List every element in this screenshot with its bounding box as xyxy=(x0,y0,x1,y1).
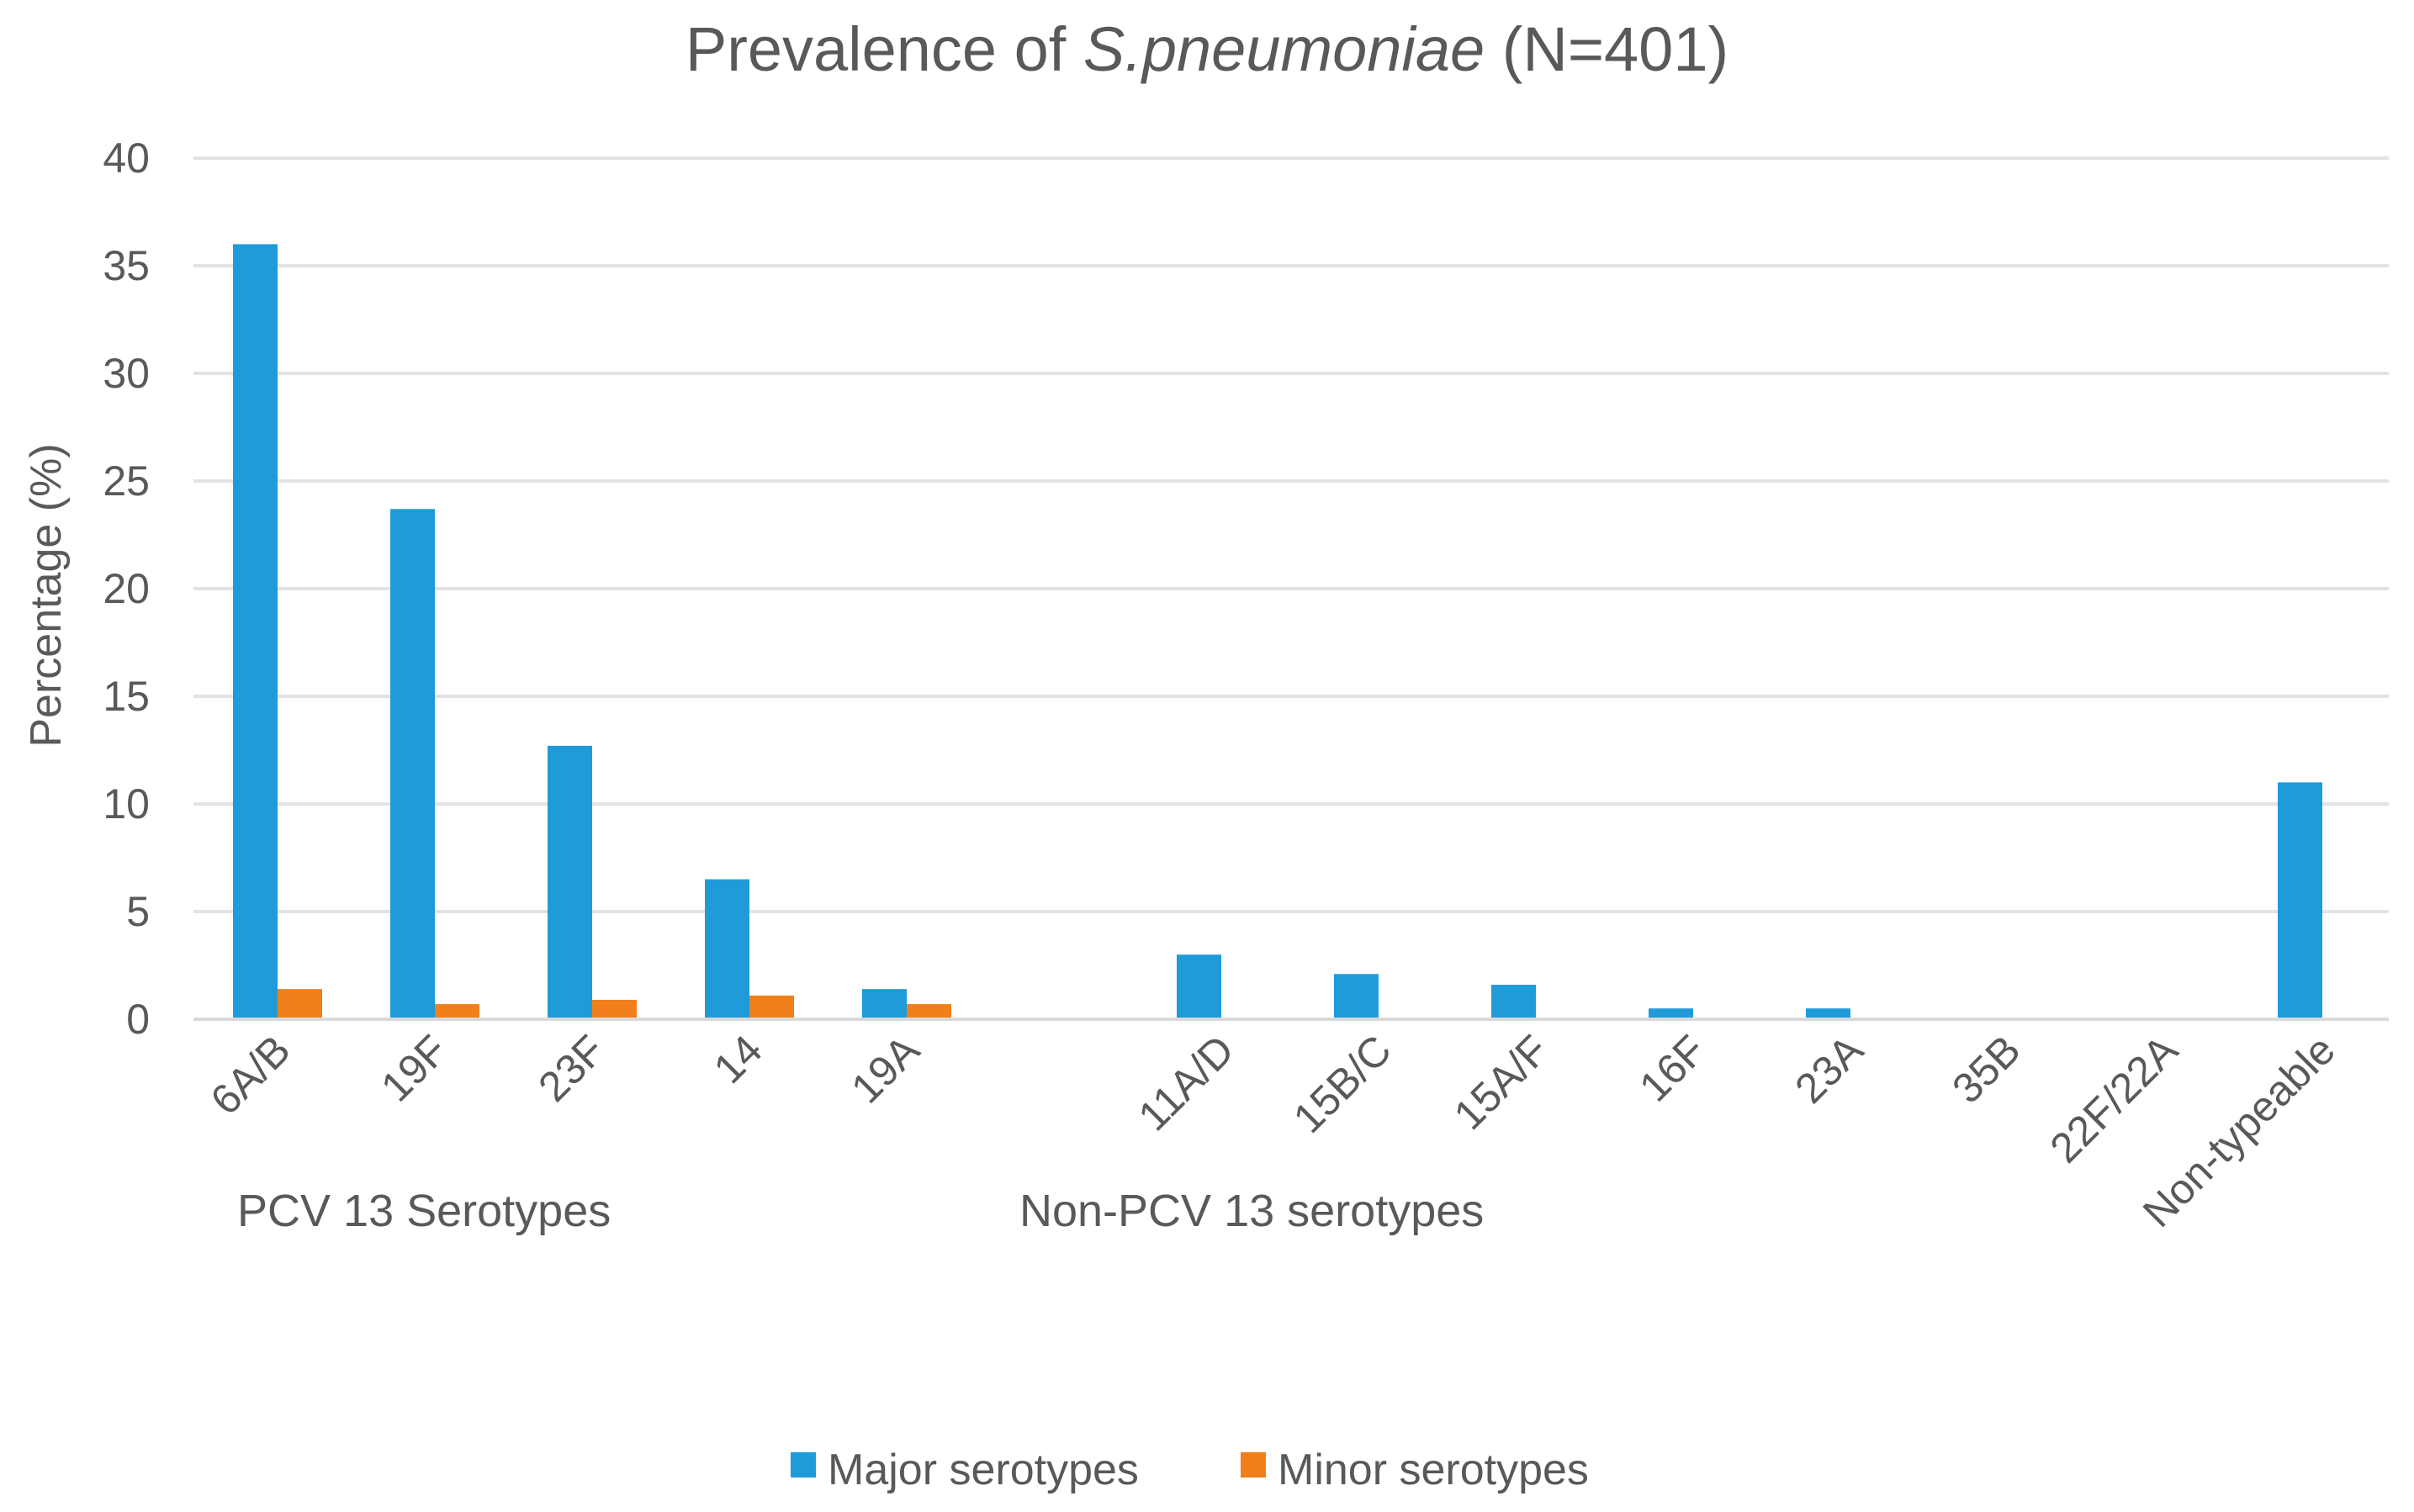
y-tick-label: 40 xyxy=(103,135,150,182)
legend-swatch-minor xyxy=(1241,1452,1266,1478)
x-tick-label: 15A/F xyxy=(1445,1026,1558,1139)
bar-major xyxy=(2278,782,2322,1019)
y-tick-label: 35 xyxy=(103,242,150,289)
bar-major xyxy=(1649,1008,1693,1019)
bar-major xyxy=(1334,974,1379,1019)
chart-title-prefix: Prevalence of xyxy=(686,14,1083,84)
y-axis-ticks: 0 5 10 15 20 25 30 35 40 xyxy=(103,135,150,1043)
x-tick-label: 11A/D xyxy=(1130,1026,1243,1139)
y-tick-label: 25 xyxy=(103,457,150,505)
gridlines xyxy=(193,156,2389,913)
bars xyxy=(233,244,2322,1019)
y-tick-label: 20 xyxy=(103,565,150,612)
y-tick-label: 5 xyxy=(126,888,150,935)
bar-major xyxy=(390,509,435,1019)
bar-major xyxy=(862,989,907,1019)
x-tick-label: 35B xyxy=(1943,1026,2030,1113)
x-tick-label: 19F xyxy=(372,1026,457,1111)
x-tick-label: 6A/B xyxy=(202,1026,299,1123)
bar-major xyxy=(233,244,278,1019)
group-label-non-pcv13: Non-PCV 13 serotypes xyxy=(1019,1186,1484,1236)
chart-title-suffix: (N=401) xyxy=(1485,14,1728,84)
bar-major xyxy=(705,879,749,1019)
bar-major xyxy=(1491,985,1536,1019)
y-tick-label: 0 xyxy=(126,996,150,1043)
legend-label-major: Major serotypes xyxy=(828,1446,1139,1494)
y-tick-label: 15 xyxy=(103,673,150,720)
group-label-pcv13: PCV 13 Serotypes xyxy=(237,1186,611,1236)
y-tick-label: 30 xyxy=(103,350,150,397)
bar-minor xyxy=(592,999,637,1019)
bar-major xyxy=(1177,954,1221,1019)
y-tick-label: 10 xyxy=(103,780,150,827)
x-tick-label: 15B/C xyxy=(1284,1026,1400,1142)
chart-title: Prevalence of S.pneumoniae (N=401) xyxy=(686,14,1728,84)
legend: Major serotypes Minor serotypes xyxy=(791,1446,1589,1494)
bar-major xyxy=(548,745,592,1019)
bar-minor xyxy=(749,995,794,1019)
x-tick-label: 23A xyxy=(1786,1026,1872,1113)
bar-minor xyxy=(435,1004,479,1019)
x-tick-label: 23F xyxy=(529,1026,614,1111)
chart-title-italic: S.pneumoniae xyxy=(1083,14,1485,84)
bar-major xyxy=(1806,1008,1850,1019)
x-tick-label: 19A xyxy=(842,1026,929,1113)
bar-minor xyxy=(907,1004,951,1019)
y-axis-title: Percentage (%) xyxy=(22,443,71,747)
x-tick-label: 16F xyxy=(1630,1026,1715,1111)
x-tick-label: 14 xyxy=(705,1026,771,1092)
legend-swatch-major xyxy=(791,1452,816,1478)
legend-label-minor: Minor serotypes xyxy=(1278,1446,1589,1494)
x-tick-label: 22F/22A xyxy=(2041,1026,2188,1172)
bar-minor xyxy=(278,989,322,1019)
